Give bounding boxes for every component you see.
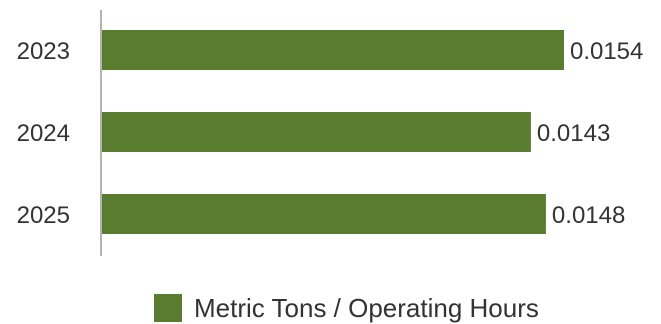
bar-2024	[102, 112, 531, 152]
legend-swatch	[154, 294, 182, 322]
bar-2025	[102, 194, 546, 234]
data-label-2024: 0.0143	[537, 120, 610, 147]
bar-chart-plot: 2023 0.0154 2024 0.0143 2025 0.0148	[17, 10, 643, 256]
data-label-2023: 0.0154	[570, 38, 643, 65]
legend-label: Metric Tons / Operating Hours	[194, 293, 539, 323]
data-label-2025: 0.0148	[552, 202, 625, 229]
category-label-2023: 2023	[17, 38, 70, 65]
category-label-2025: 2025	[17, 202, 70, 229]
legend: Metric Tons / Operating Hours	[154, 292, 539, 324]
category-label-2024: 2024	[17, 120, 70, 147]
bar-2023	[102, 30, 564, 70]
